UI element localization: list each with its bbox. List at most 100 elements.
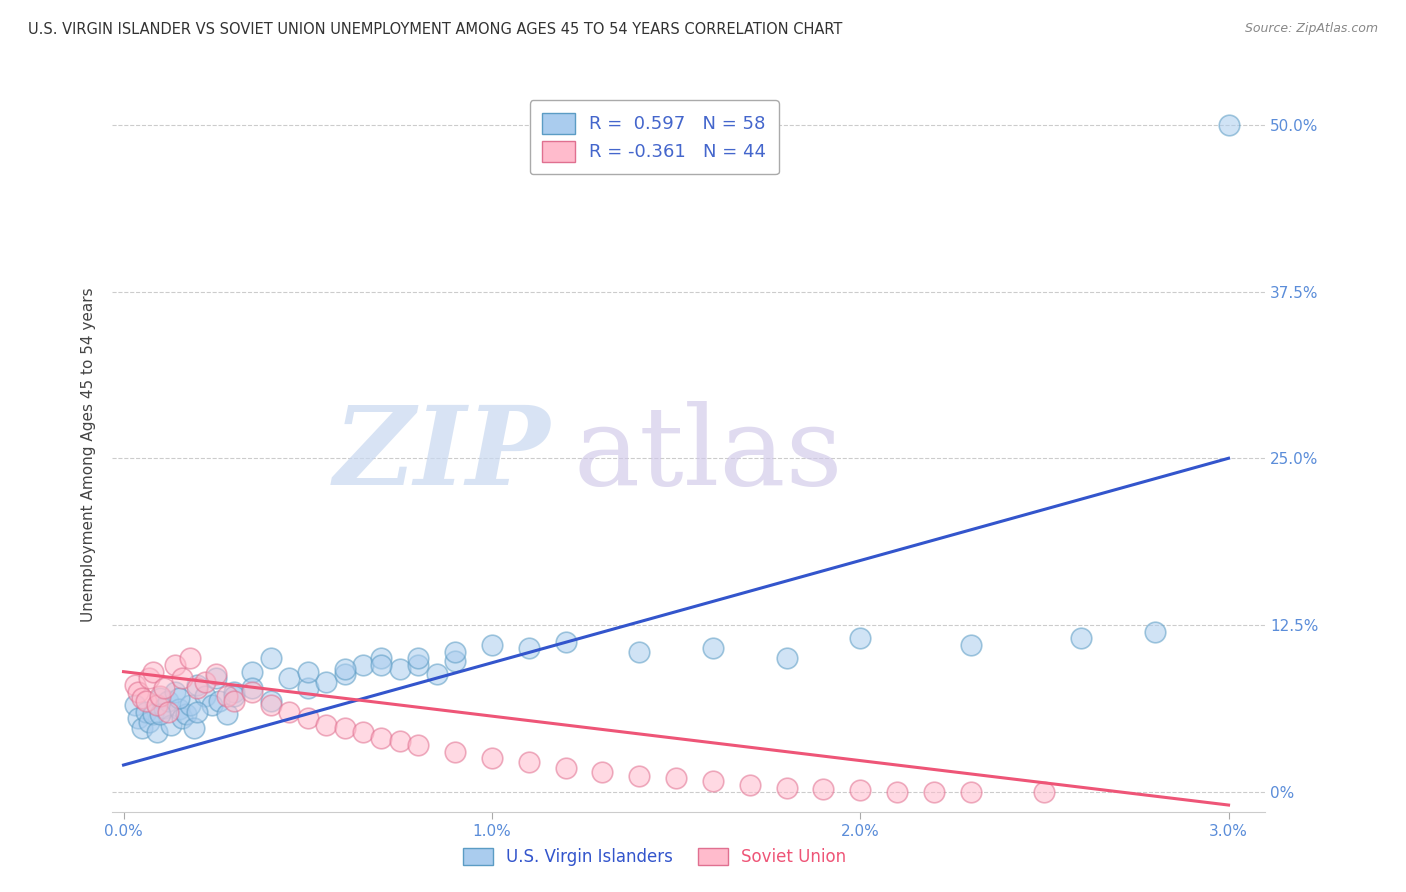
Text: atlas: atlas: [574, 401, 844, 508]
Point: [886, 785, 908, 799]
Point: [278, 671, 301, 685]
Point: [333, 662, 356, 676]
Point: [131, 691, 153, 706]
Point: [297, 681, 319, 695]
Point: [124, 698, 146, 712]
Point: [201, 698, 224, 712]
Point: [167, 702, 190, 716]
Point: [160, 718, 183, 732]
Point: [406, 658, 429, 673]
Point: [193, 675, 215, 690]
Point: [153, 681, 176, 695]
Point: [242, 665, 264, 679]
Point: [149, 691, 172, 706]
Point: [591, 764, 613, 779]
Point: [444, 654, 467, 668]
Legend: U.S. Virgin Islanders, Soviet Union: U.S. Virgin Islanders, Soviet Union: [454, 840, 855, 875]
Point: [352, 724, 374, 739]
Point: [1143, 624, 1166, 639]
Point: [165, 684, 187, 698]
Point: [149, 689, 172, 703]
Point: [315, 675, 337, 690]
Point: [849, 632, 872, 646]
Point: [554, 635, 576, 649]
Point: [959, 638, 981, 652]
Point: [426, 667, 449, 681]
Point: [260, 698, 283, 712]
Point: [165, 658, 187, 673]
Point: [278, 705, 301, 719]
Point: [127, 711, 149, 725]
Point: [174, 707, 197, 722]
Point: [138, 671, 160, 685]
Point: [260, 651, 283, 665]
Point: [204, 671, 226, 685]
Point: [135, 705, 157, 719]
Point: [1218, 118, 1240, 132]
Point: [775, 780, 797, 795]
Point: [145, 698, 167, 712]
Point: [702, 640, 724, 655]
Point: [333, 667, 356, 681]
Point: [167, 691, 190, 706]
Point: [406, 651, 429, 665]
Point: [208, 694, 231, 708]
Point: [260, 694, 283, 708]
Point: [297, 665, 319, 679]
Point: [315, 718, 337, 732]
Point: [1033, 785, 1056, 799]
Point: [517, 640, 540, 655]
Point: [222, 689, 245, 703]
Point: [153, 700, 176, 714]
Point: [297, 711, 319, 725]
Point: [138, 715, 160, 730]
Point: [388, 734, 411, 748]
Point: [156, 705, 179, 719]
Point: [444, 645, 467, 659]
Point: [222, 694, 245, 708]
Text: U.S. VIRGIN ISLANDER VS SOVIET UNION UNEMPLOYMENT AMONG AGES 45 TO 54 YEARS CORR: U.S. VIRGIN ISLANDER VS SOVIET UNION UNE…: [28, 22, 842, 37]
Point: [517, 756, 540, 770]
Point: [222, 684, 245, 698]
Point: [922, 785, 945, 799]
Point: [370, 731, 392, 746]
Point: [775, 651, 797, 665]
Point: [738, 778, 761, 792]
Point: [333, 721, 356, 735]
Point: [481, 751, 503, 765]
Point: [406, 738, 429, 752]
Point: [352, 658, 374, 673]
Point: [142, 665, 165, 679]
Point: [179, 698, 201, 712]
Point: [142, 707, 165, 722]
Point: [145, 724, 167, 739]
Point: [554, 761, 576, 775]
Point: [215, 707, 238, 722]
Point: [193, 689, 215, 703]
Point: [204, 667, 226, 681]
Point: [1070, 632, 1092, 646]
Point: [959, 785, 981, 799]
Point: [242, 684, 264, 698]
Point: [156, 694, 179, 708]
Point: [172, 671, 194, 685]
Point: [127, 684, 149, 698]
Point: [186, 705, 208, 719]
Point: [444, 745, 467, 759]
Point: [179, 651, 201, 665]
Point: [186, 678, 208, 692]
Point: [183, 721, 205, 735]
Point: [370, 658, 392, 673]
Point: [172, 711, 194, 725]
Text: ZIP: ZIP: [335, 401, 551, 508]
Point: [628, 769, 651, 783]
Point: [370, 651, 392, 665]
Point: [215, 689, 238, 703]
Point: [702, 774, 724, 789]
Point: [149, 707, 172, 722]
Point: [849, 783, 872, 797]
Point: [481, 638, 503, 652]
Point: [665, 772, 688, 786]
Point: [813, 782, 835, 797]
Point: [388, 662, 411, 676]
